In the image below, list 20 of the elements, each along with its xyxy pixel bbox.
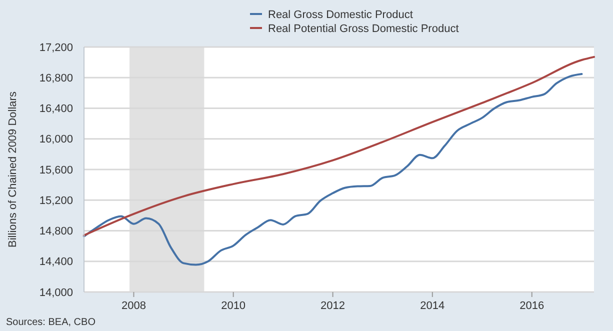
y-tick-label: 16,800 bbox=[39, 72, 73, 84]
x-tick-label: 2012 bbox=[320, 300, 346, 312]
y-tick-label: 14,400 bbox=[39, 256, 73, 268]
source-note: Sources: BEA, CBO bbox=[6, 317, 96, 328]
y-tick-label: 15,200 bbox=[39, 194, 73, 207]
y-tick-label: 15,600 bbox=[39, 164, 73, 176]
x-tick-label: 2010 bbox=[221, 300, 246, 312]
y-tick-label: 16,000 bbox=[39, 134, 73, 146]
y-tick-label: 17,200 bbox=[39, 42, 73, 54]
y-tick-label: 14,000 bbox=[39, 286, 73, 299]
x-tick-label: 2016 bbox=[520, 300, 544, 312]
legend-label: Real Gross Domestic Product bbox=[268, 8, 413, 21]
line-series bbox=[83, 56, 595, 236]
y-tick-label: 14,800 bbox=[39, 226, 73, 238]
x-tick-label: 2008 bbox=[121, 300, 146, 312]
line-series bbox=[83, 73, 583, 266]
x-tick-label: 2014 bbox=[420, 300, 445, 312]
y-tick-label: 16,400 bbox=[39, 103, 73, 116]
legend-label: Real Potential Gross Domestic Product bbox=[268, 22, 459, 35]
y-axis-title: Billions of Chained 2009 Dollars bbox=[7, 91, 19, 248]
